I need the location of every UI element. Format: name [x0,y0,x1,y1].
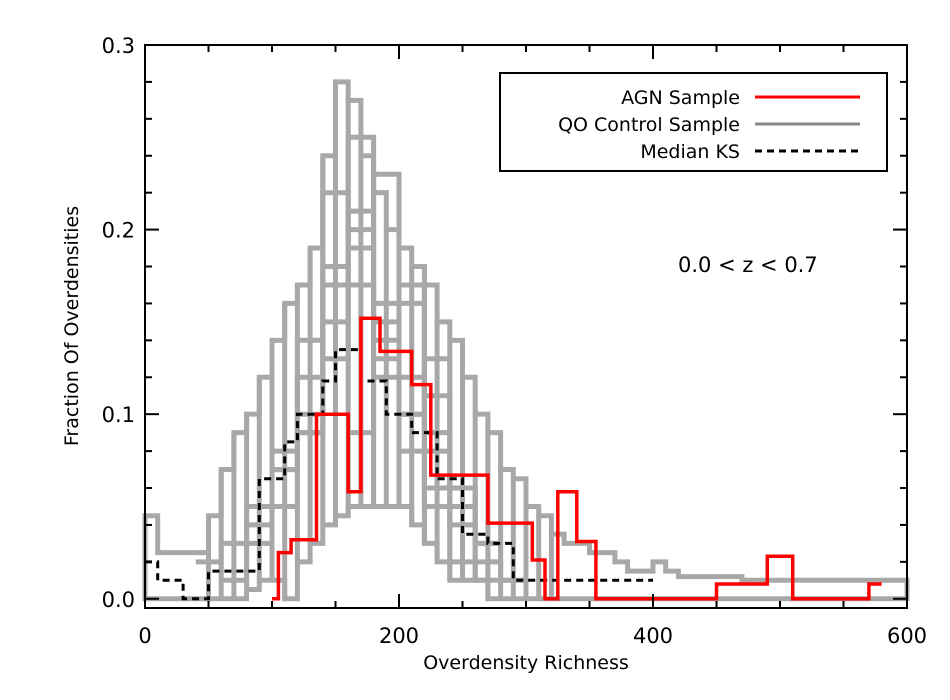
redshift-range-annotation: 0.0 < z < 0.7 [678,253,818,277]
median-ks-line [145,348,653,601]
x-tick-label: 0 [138,624,151,648]
legend-label-3: Median KS [640,141,740,163]
ticks-layer: 0 200 400 600 0.0 0.1 0.2 0.3 [102,34,927,648]
y-tick-label: 0.1 [102,403,135,427]
y-tick-label: 0.3 [102,34,135,58]
agn-sample-line [272,316,882,601]
y-tick-label: 0.0 [102,588,135,612]
legend-box: AGN Sample QO Control Sample Median KS [499,72,888,172]
series-layer [142,79,910,602]
legend-label-1: AGN Sample [621,87,740,109]
y-axis-label: Fraction Of Overdensities [61,206,83,446]
x-tick-label: 200 [379,624,419,648]
x-tick-label: 400 [633,624,673,648]
legend-label-2: QO Control Sample [558,114,740,136]
x-axis-label: Overdensity Richness [423,652,629,674]
x-tick-label: 600 [887,624,927,648]
y-tick-label: 0.2 [102,219,135,243]
